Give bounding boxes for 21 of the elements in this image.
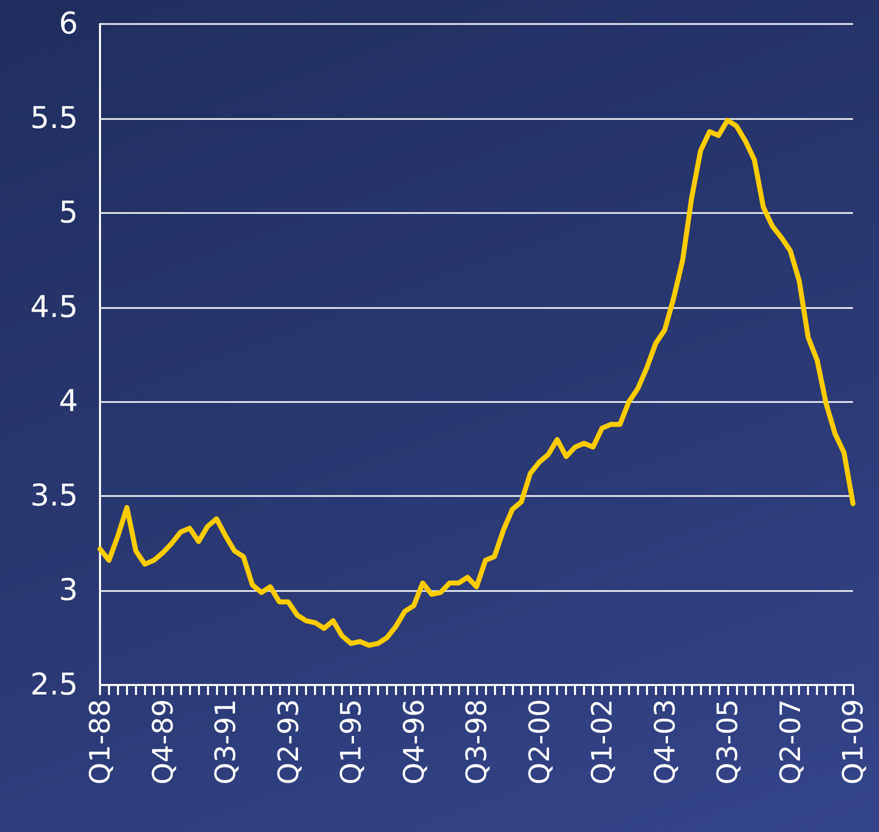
x-tick-label: Q3-98 [460, 699, 493, 785]
y-tick-label: 3.5 [30, 478, 78, 514]
y-tick-label: 4 [58, 384, 78, 420]
x-tick-label: Q4-03 [648, 699, 682, 785]
x-tick-label: Q1-09 [836, 699, 870, 785]
y-tick-label: 4.5 [30, 290, 78, 325]
x-tick-label: Q1-88 [84, 699, 116, 785]
x-tick-label: Q1-95 [334, 699, 368, 785]
x-tick-label: Q3-91 [209, 699, 242, 785]
x-tick-label: Q2-93 [272, 699, 305, 785]
x-tick-label: Q1-02 [586, 699, 618, 785]
x-tick-label: Q2-00 [522, 699, 556, 785]
x-tick-label: Q4-96 [397, 699, 430, 785]
y-tick-label: 6 [58, 6, 78, 42]
x-tick-label: Q2-07 [774, 699, 807, 785]
y-tick-label: 3 [58, 573, 78, 608]
y-tick-label: 5 [58, 195, 78, 230]
x-tick-label: Q4-89 [146, 699, 180, 785]
y-tick-label: 5.5 [30, 100, 78, 136]
y-tick-label: 2.5 [30, 668, 78, 702]
x-tick-label: Q3-05 [711, 699, 744, 785]
